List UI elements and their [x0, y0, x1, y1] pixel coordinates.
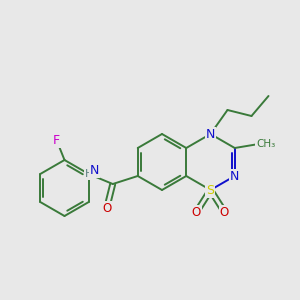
- Text: N: N: [90, 164, 99, 176]
- Text: CH₃: CH₃: [256, 139, 275, 149]
- Text: H: H: [85, 169, 93, 179]
- Text: O: O: [220, 206, 229, 218]
- Text: O: O: [102, 202, 111, 214]
- Text: S: S: [206, 184, 214, 196]
- Text: N: N: [230, 169, 239, 182]
- Text: N: N: [206, 128, 215, 140]
- Text: O: O: [192, 206, 201, 218]
- Text: F: F: [53, 134, 60, 146]
